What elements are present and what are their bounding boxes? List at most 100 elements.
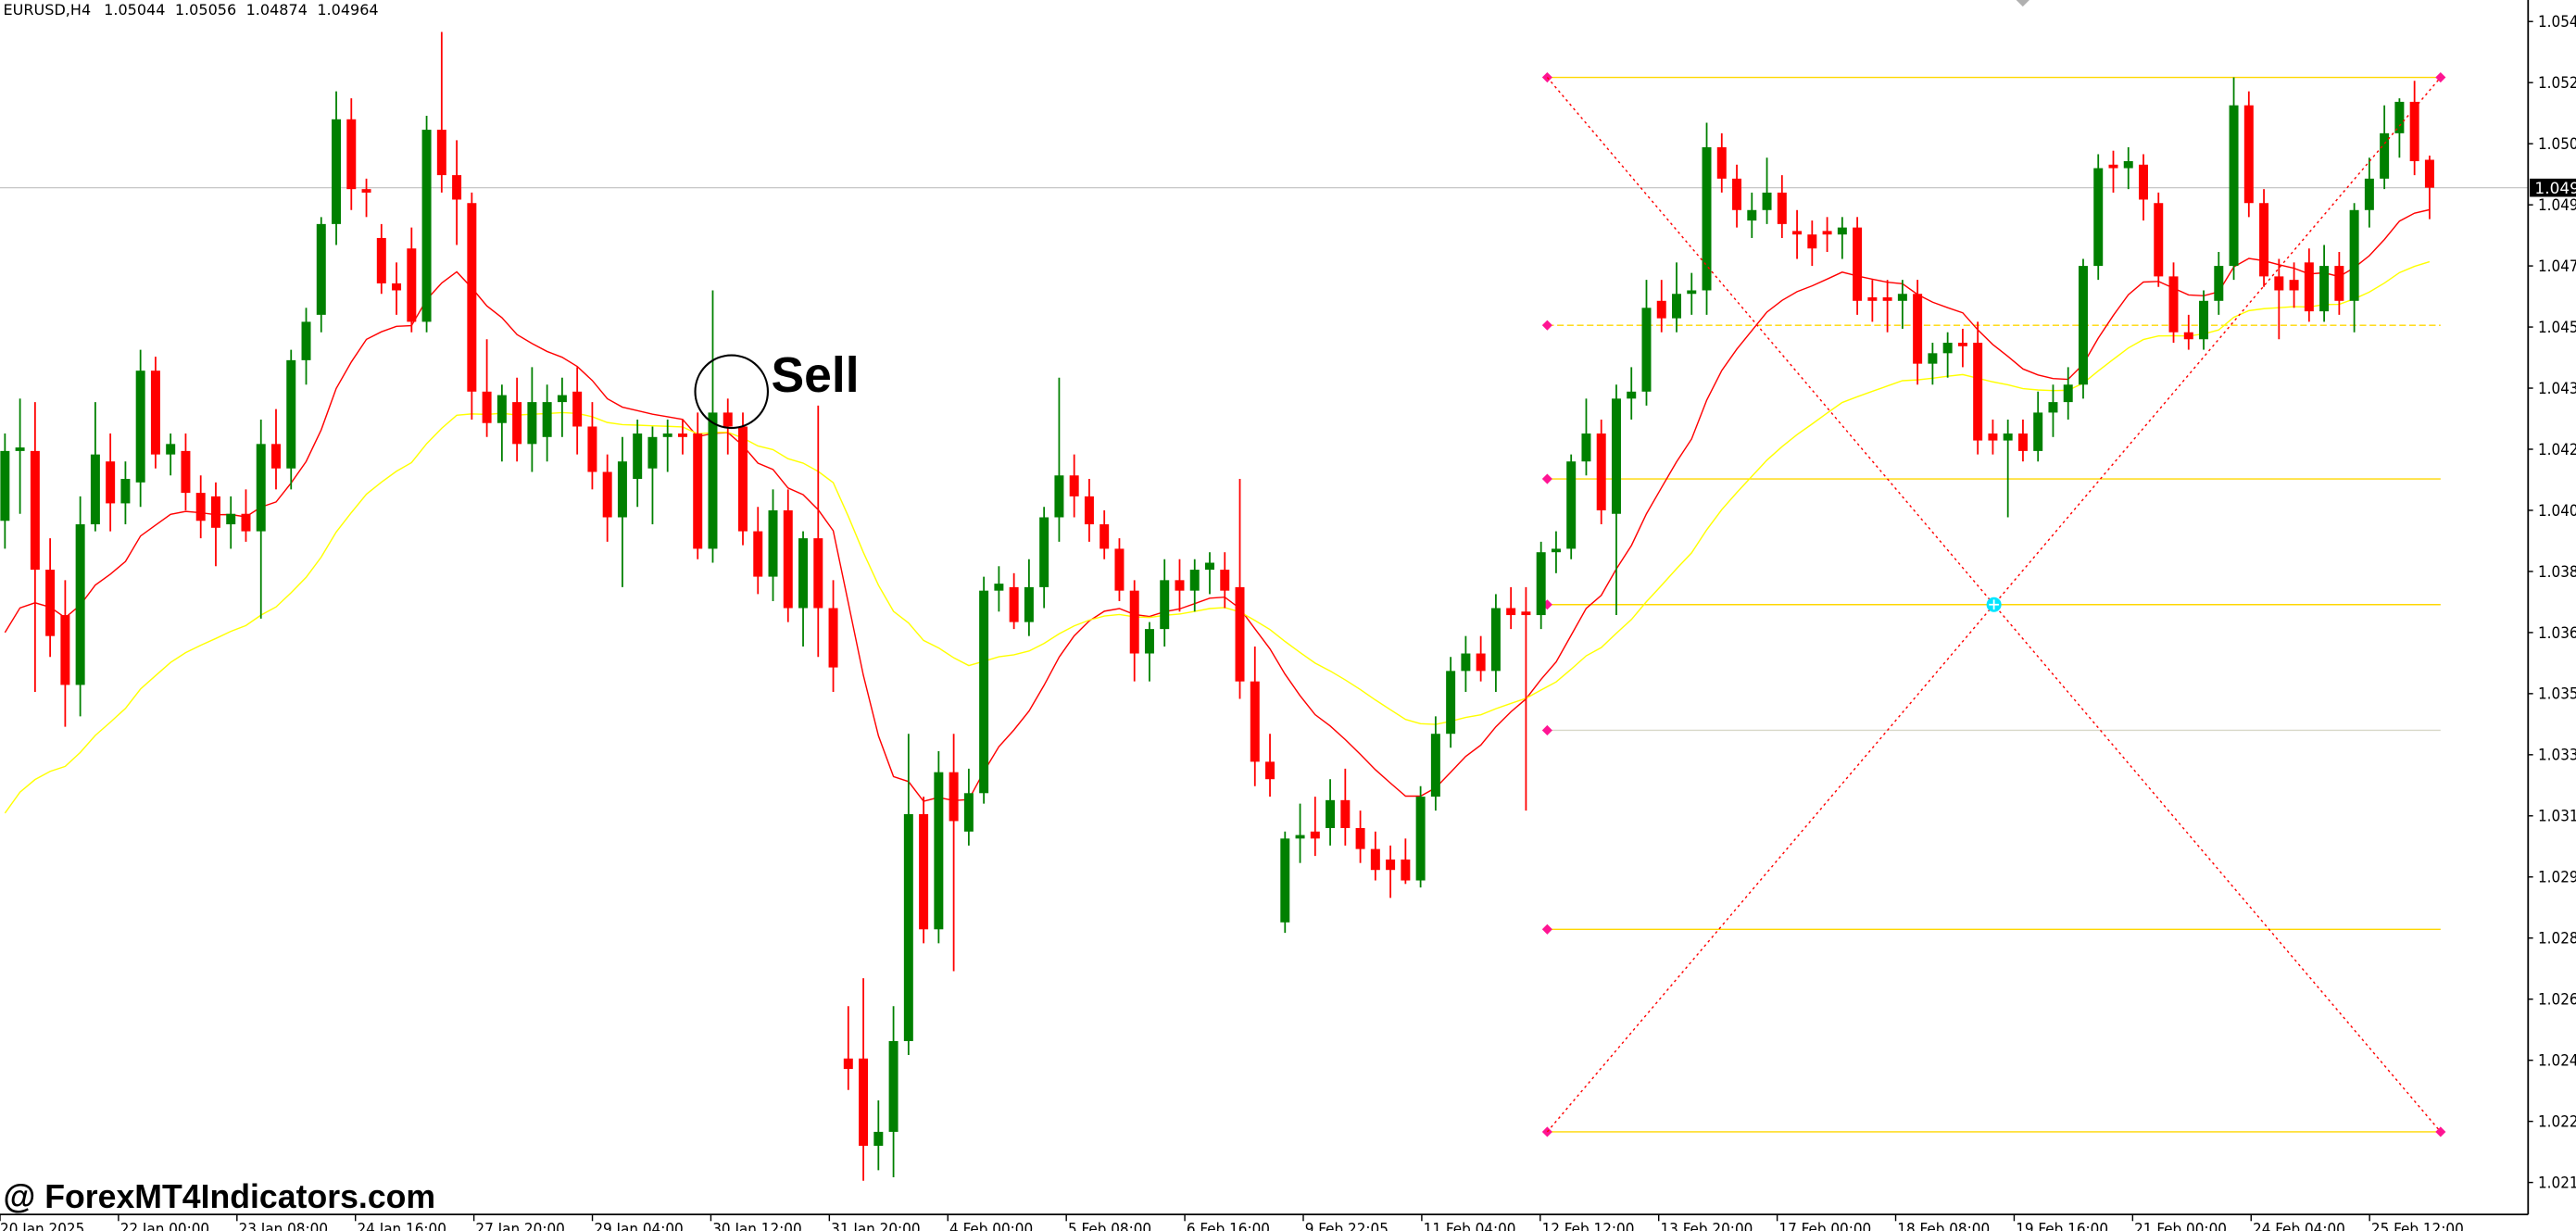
- candle: [1100, 509, 1110, 559]
- candle: [2349, 203, 2359, 333]
- candle: [859, 978, 869, 1181]
- candle-body: [1641, 308, 1652, 392]
- candle-body: [1853, 227, 1863, 301]
- candle-body: [1521, 611, 1531, 616]
- candle: [1250, 646, 1260, 786]
- time-label: 22 Jan 00:00: [120, 1220, 209, 1231]
- price-axis[interactable]: 1.05440 1.05265 1.05090 1.04915 1.04740 1.045…: [2528, 12, 2576, 1191]
- candle: [723, 398, 733, 455]
- candle-body: [75, 524, 85, 685]
- candle: [2168, 262, 2179, 344]
- candle-body: [888, 1040, 898, 1132]
- candle: [1853, 217, 1863, 315]
- candle-body: [2364, 178, 2374, 210]
- candle-body: [1957, 343, 1967, 346]
- candle-body: [1732, 178, 1742, 210]
- candle-body: [1355, 827, 1365, 849]
- candle-body: [1220, 570, 1230, 591]
- candle-body: [30, 450, 40, 571]
- candle: [2033, 391, 2043, 462]
- candle: [873, 1100, 884, 1171]
- candle-body: [1973, 343, 1983, 441]
- level-marker-icon[interactable]: [1541, 473, 1552, 484]
- price-label: 1.04565: [2538, 318, 2576, 336]
- candle: [452, 140, 462, 245]
- candle: [346, 98, 357, 210]
- candle: [1009, 572, 1019, 630]
- candle-body: [361, 189, 371, 193]
- candle-body: [346, 119, 357, 190]
- candle: [1401, 838, 1411, 885]
- symbol-timeframe: EURUSD,H4: [4, 1, 92, 19]
- candle: [150, 357, 160, 469]
- candle: [1280, 831, 1290, 934]
- candle: [2123, 146, 2133, 190]
- candle: [753, 507, 763, 595]
- candle: [2017, 419, 2028, 462]
- level-marker-icon[interactable]: [1541, 923, 1552, 935]
- candle-body: [2289, 280, 2299, 291]
- candle-body: [332, 119, 342, 224]
- level-marker-icon[interactable]: [1541, 724, 1552, 735]
- candle-body: [1401, 859, 1411, 881]
- candle-body: [994, 584, 1004, 591]
- candle-body: [496, 395, 507, 423]
- candle-body: [753, 531, 763, 577]
- candle-body: [1581, 433, 1591, 462]
- candle: [2183, 314, 2193, 350]
- price-label: 1.05090: [2538, 134, 2576, 153]
- candle: [693, 412, 703, 559]
- candle: [60, 580, 70, 727]
- diagonal-line[interactable]: [1546, 77, 2442, 1133]
- candle: [949, 734, 959, 972]
- candle: [2334, 252, 2344, 315]
- candle-body: [150, 371, 160, 455]
- diagonal-line[interactable]: [1546, 77, 2442, 1133]
- watermark: @ ForexMT4Indicators.com: [4, 1178, 436, 1215]
- candle: [542, 384, 552, 462]
- candle: [1355, 810, 1365, 863]
- candle: [2078, 258, 2088, 399]
- sell-signal-circle: [694, 354, 770, 430]
- price-label: 1.03340: [2538, 746, 2576, 764]
- candle: [120, 461, 131, 525]
- scroll-marker-icon[interactable]: [2016, 0, 2029, 7]
- candle-body: [2154, 203, 2164, 277]
- candle: [0, 433, 10, 549]
- candle-body: [1476, 653, 1486, 672]
- candle: [1205, 552, 1214, 595]
- level-marker-icon[interactable]: [1541, 320, 1552, 331]
- candle-body: [587, 426, 597, 472]
- candle-body: [768, 509, 778, 577]
- candle-body: [60, 615, 70, 685]
- candle: [2304, 248, 2314, 322]
- candle: [301, 308, 311, 385]
- candle-body: [949, 772, 959, 822]
- candle-body: [1461, 653, 1471, 672]
- candle-body: [467, 203, 477, 392]
- candle-body: [512, 402, 522, 445]
- candle-body: [934, 772, 944, 930]
- candle: [1521, 586, 1531, 811]
- candle-body: [1175, 580, 1185, 591]
- candle: [195, 475, 206, 539]
- level-marker-icon[interactable]: [1541, 71, 1552, 83]
- candle-body: [1566, 461, 1577, 549]
- candle: [2108, 150, 2118, 193]
- candle-body: [256, 444, 266, 532]
- candle-body: [45, 570, 56, 636]
- candle: [1988, 419, 1998, 455]
- candle: [2199, 290, 2209, 350]
- candle: [1235, 479, 1245, 699]
- candle-body: [135, 371, 145, 483]
- candle-body: [392, 283, 402, 291]
- candle-body: [1656, 300, 1666, 319]
- time-axis[interactable]: 20 Jan 2025 22 Jan 00:00 23 Jan 08:00 24 Ja…: [0, 1214, 2464, 1231]
- candle-body: [316, 223, 326, 315]
- time-label: 29 Jan 04:00: [594, 1220, 683, 1231]
- candle-body: [633, 433, 643, 480]
- candle: [557, 377, 567, 437]
- price-label: 1.02115: [2538, 1173, 2576, 1191]
- candle-body: [979, 590, 989, 794]
